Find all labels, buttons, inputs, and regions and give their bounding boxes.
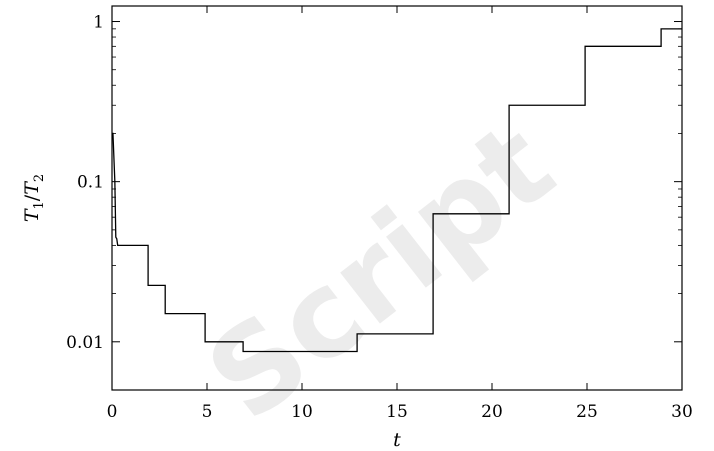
x-tick-label: 30 (671, 402, 693, 422)
x-axis-ticks: 0 5 10 15 20 25 30 (107, 6, 693, 422)
y-axis-label: T1/T2 (21, 174, 47, 222)
y-tick-label: 0.1 (77, 173, 104, 193)
series-line (112, 28, 682, 353)
x-tick-label: 20 (481, 402, 503, 422)
y-tick-label: 0.01 (66, 333, 104, 353)
x-axis-label: t (393, 429, 401, 451)
x-tick-label: 0 (107, 402, 118, 422)
x-tick-label: 10 (291, 402, 313, 422)
y-axis-ticks: 0.01 0.1 1 (66, 13, 682, 353)
series-layer (112, 28, 682, 353)
x-tick-label: 15 (386, 402, 408, 422)
watermark: Script (182, 95, 578, 447)
x-tick-label: 5 (202, 402, 213, 422)
y-tick-label: 1 (93, 13, 104, 33)
x-tick-label: 25 (576, 402, 598, 422)
